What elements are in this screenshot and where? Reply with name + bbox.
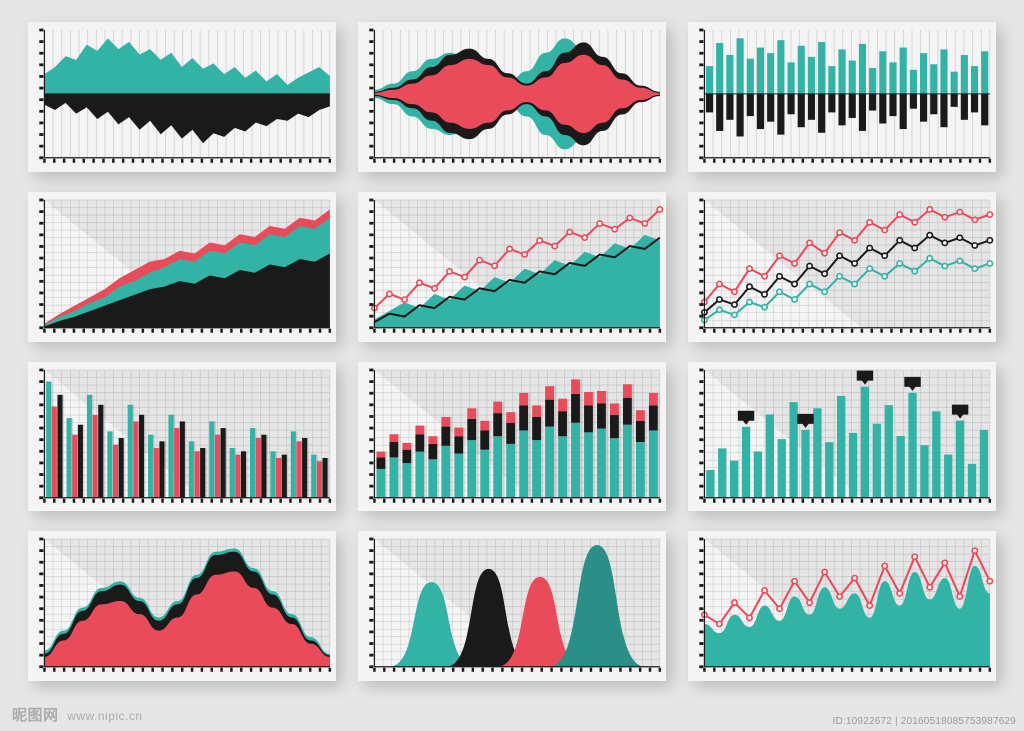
chart-c4 — [28, 192, 336, 342]
chart-c6 — [688, 192, 996, 342]
watermark-logo: 昵图网 — [12, 707, 59, 724]
chart-c12 — [688, 531, 996, 681]
chart-c5 — [358, 192, 666, 342]
chart-c7 — [28, 362, 336, 512]
chart-c8 — [358, 362, 666, 512]
watermark: 昵图网 www.nipic.cn — [12, 704, 143, 725]
chart-c2 — [358, 22, 666, 172]
chart-c10 — [28, 531, 336, 681]
chart-c3 — [688, 22, 996, 172]
chart-c9 — [688, 362, 996, 512]
chart-c11 — [358, 531, 666, 681]
watermark-url: www.nipic.cn — [67, 709, 142, 723]
chart-c1 — [28, 22, 336, 172]
footer-id: ID:10922672 | 20160518085753987629 — [833, 716, 1016, 727]
